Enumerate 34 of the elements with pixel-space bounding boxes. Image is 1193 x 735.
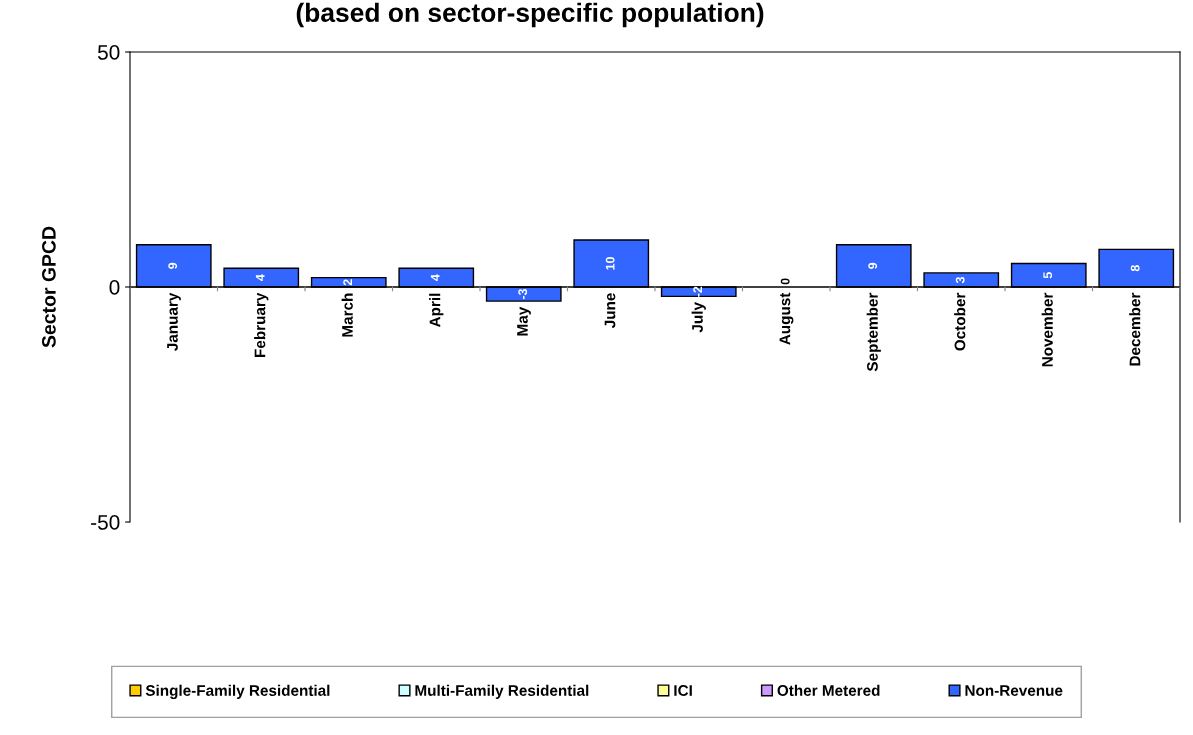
y-axis-title: Sector GPCD [42, 226, 56, 348]
x-tick-label: August [779, 292, 794, 345]
x-tick-label: June [604, 293, 616, 329]
legend-label: Multi-Family Residential [415, 684, 589, 699]
x-tick-label: April [429, 293, 444, 328]
y-tick-label: 50 [97, 45, 120, 60]
legend-label: Non-Revenue [965, 685, 1063, 696]
legend-label: Single-Family Residential [145, 684, 330, 700]
legend-label: ICI [674, 685, 692, 696]
data-label: 2 [343, 279, 352, 286]
data-label: 9 [868, 262, 878, 269]
x-tick-label: March [341, 293, 353, 337]
y-tick-label: 0 [109, 280, 120, 295]
data-label: 3 [955, 276, 965, 284]
data-label: -2 [693, 286, 702, 297]
data-label: 4 [430, 274, 440, 281]
x-tick-label: January [167, 292, 181, 351]
data-label: 8 [1130, 265, 1140, 272]
data-label: 0 [780, 278, 790, 285]
chart-title: (based on sector-specific population) [296, 2, 764, 28]
x-tick-label: November [1041, 292, 1053, 367]
data-label: 5 [1043, 272, 1053, 279]
data-label: 10 [605, 257, 615, 270]
x-tick-label: December [1129, 292, 1141, 366]
x-tick-label: September [866, 292, 881, 372]
x-tick-label: February [254, 292, 269, 357]
legend-label: Other Metered [777, 684, 880, 696]
x-tick-label: May [517, 306, 531, 336]
x-tick-label: July [691, 302, 706, 333]
x-tick-label: October [954, 292, 966, 351]
data-label: 9 [168, 262, 178, 269]
data-label: -3 [518, 288, 528, 300]
data-label: 4 [255, 274, 265, 281]
y-tick-label: -50 [91, 515, 120, 530]
